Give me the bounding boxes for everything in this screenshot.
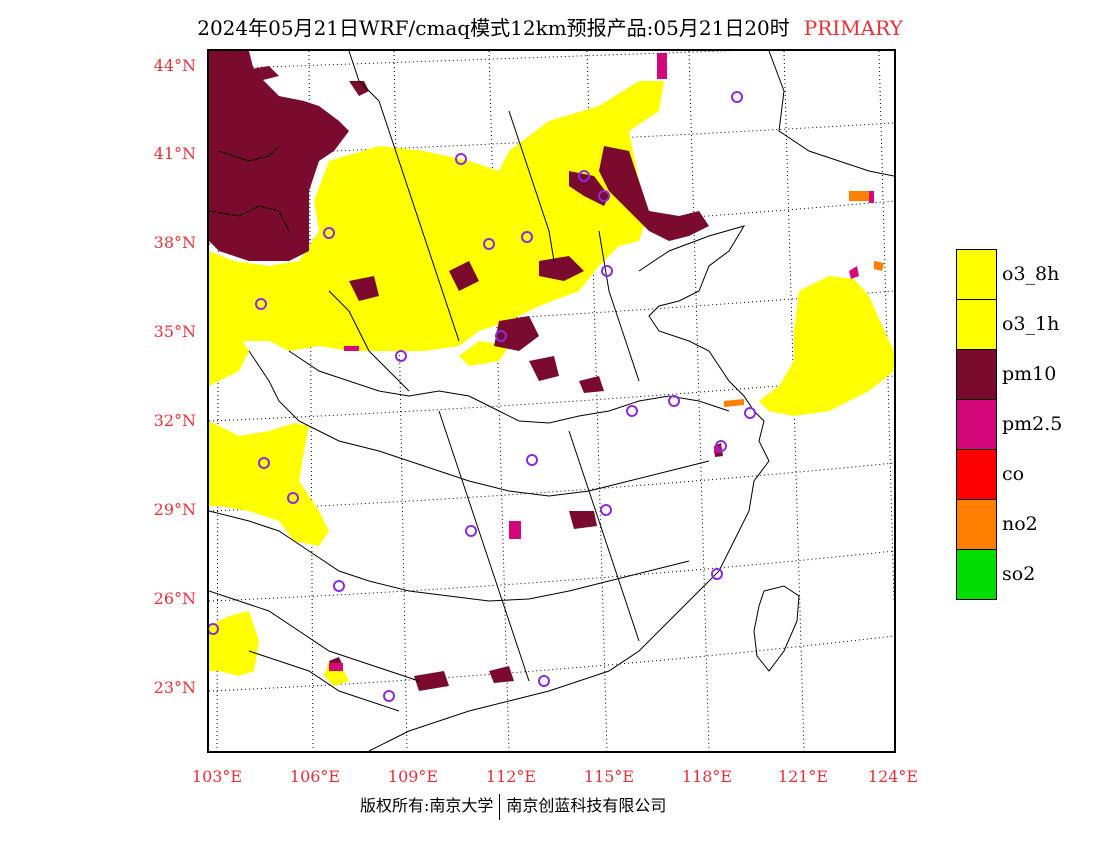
copyright-right: 南京创蓝科技有限公司	[506, 796, 667, 815]
legend-swatch	[956, 499, 997, 549]
lat-label-35: 35°N	[153, 322, 196, 341]
footer-divider	[499, 793, 501, 820]
lon-label-106: 106°E	[289, 767, 341, 786]
legend-item-so2: so2	[956, 549, 1096, 600]
lon-label-103: 103°E	[191, 767, 243, 786]
lon-label-112: 112°E	[485, 767, 537, 786]
lat-label-41: 41°N	[153, 144, 196, 163]
no2-region	[724, 191, 884, 407]
pm10-region	[209, 51, 723, 691]
copyright-footer: 版权所有:南京大学 南京创蓝科技有限公司	[360, 792, 666, 820]
lat-label-32: 32°N	[153, 411, 196, 430]
legend-item-co: co	[956, 449, 1096, 499]
legend-label: so2	[1002, 563, 1036, 585]
lon-label-121: 121°E	[777, 767, 829, 786]
legend-swatch	[956, 449, 997, 499]
legend-item-o3-1h: o3_1h	[956, 299, 1096, 349]
o3-region	[209, 81, 894, 686]
map-canvas	[209, 51, 894, 751]
lat-label-26: 26°N	[153, 589, 196, 608]
legend-label: pm10	[1002, 363, 1057, 385]
map-title: 2024年05月21日WRF/cmaq模式12km预报产品:05月21日20时 P…	[0, 12, 1100, 41]
legend-label: no2	[1002, 513, 1038, 535]
lon-label-115: 115°E	[583, 767, 635, 786]
lon-label-118: 118°E	[681, 767, 733, 786]
legend-swatch	[956, 299, 997, 349]
legend-item-pm10: pm10	[956, 349, 1096, 399]
legend-label: o3_8h	[1002, 263, 1060, 285]
legend-swatch	[956, 399, 997, 449]
pollutant-legend: o3_8h o3_1h pm10 pm2.5 co no2 so2	[956, 249, 1096, 600]
station-markers	[209, 91, 756, 702]
lat-label-44: 44°N	[153, 56, 196, 75]
primary-tag: PRIMARY	[803, 16, 903, 40]
legend-item-pm25: pm2.5	[956, 399, 1096, 449]
copyright-left: 版权所有:南京大学	[360, 796, 494, 815]
lat-label-29: 29°N	[153, 500, 196, 519]
lon-label-124: 124°E	[867, 767, 919, 786]
lat-label-38: 38°N	[153, 233, 196, 252]
legend-label: o3_1h	[1002, 313, 1060, 335]
pm25-region	[329, 53, 874, 671]
legend-item-no2: no2	[956, 499, 1096, 549]
legend-item-o3-8h: o3_8h	[956, 249, 1096, 299]
lat-label-23: 23°N	[153, 678, 196, 697]
boundary-lines	[209, 51, 894, 751]
legend-label: pm2.5	[1002, 413, 1063, 435]
legend-label: co	[1002, 463, 1025, 485]
title-text: 2024年05月21日WRF/cmaq模式12km预报产品:05月21日20时	[197, 16, 790, 40]
legend-swatch	[956, 549, 997, 600]
legend-swatch	[956, 249, 997, 299]
legend-swatch	[956, 349, 997, 399]
lon-label-109: 109°E	[387, 767, 439, 786]
pollution-map	[207, 49, 896, 753]
